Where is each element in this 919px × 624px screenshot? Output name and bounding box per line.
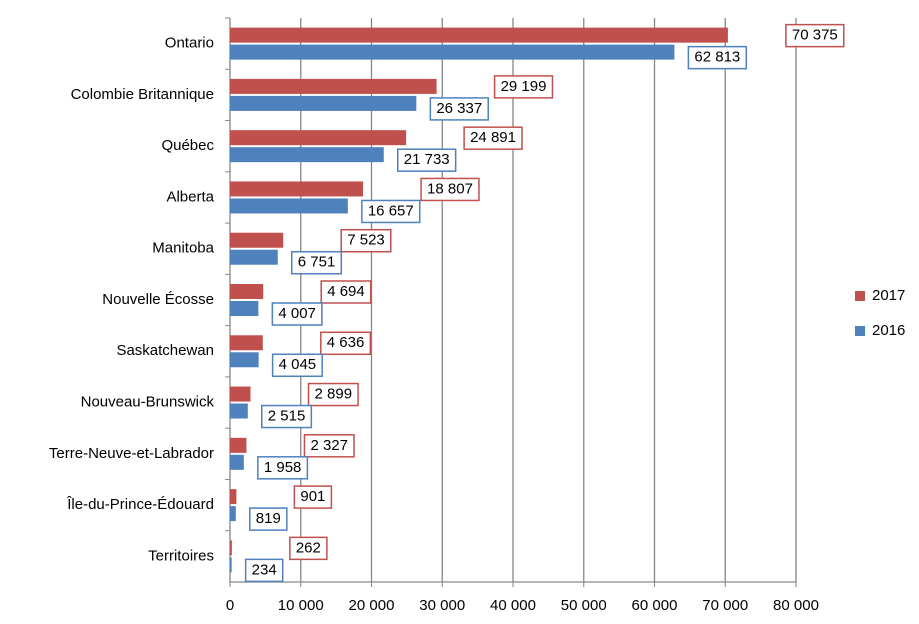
bar — [230, 557, 232, 573]
bar — [230, 540, 232, 556]
bar — [230, 284, 264, 299]
y-tick-label: Manitoba — [152, 240, 214, 257]
legend-swatch — [855, 291, 865, 301]
data-label-box — [271, 353, 323, 378]
legend-label: 2016 — [872, 322, 905, 339]
data-label: 819 — [256, 510, 281, 527]
data-label: 24 891 — [470, 129, 516, 146]
bar — [230, 301, 259, 316]
bar — [230, 403, 248, 419]
data-label: 2 899 — [315, 386, 353, 403]
data-label: 16 657 — [368, 202, 414, 219]
data-label-box — [687, 45, 748, 70]
data-label: 4 007 — [278, 305, 316, 322]
x-tick-label: 60 000 — [632, 597, 678, 614]
bar — [230, 95, 417, 111]
data-label: 4 694 — [327, 283, 365, 300]
data-label-box — [493, 75, 554, 99]
bar — [230, 335, 263, 351]
data-label-box — [244, 558, 284, 583]
bar — [230, 78, 437, 94]
data-label: 2 515 — [268, 408, 306, 425]
data-label: 18 807 — [427, 180, 473, 197]
data-label-box — [261, 404, 313, 429]
data-label-box — [293, 485, 333, 509]
x-tick-label: 50 000 — [561, 597, 607, 614]
bar — [230, 232, 284, 248]
bar — [230, 249, 278, 265]
data-label-box — [397, 148, 457, 172]
data-label-box — [420, 177, 480, 202]
y-tick-label: Île-du-Prince-Édouard — [66, 496, 214, 513]
data-label: 4 636 — [327, 334, 365, 351]
y-tick-label: Nouveau-Brunswick — [81, 394, 215, 411]
data-label-box — [249, 507, 288, 531]
legend-label: 2017 — [872, 287, 905, 304]
bar — [230, 454, 244, 470]
data-label: 4 045 — [279, 356, 317, 373]
data-label: 26 337 — [436, 100, 482, 117]
y-tick-label: Terre-Neuve-et-Labrador — [49, 445, 214, 462]
data-label-box — [463, 126, 523, 150]
bar — [230, 181, 364, 197]
y-tick-label: Québec — [161, 137, 214, 154]
data-label-box — [320, 280, 372, 304]
bar — [230, 130, 407, 146]
bar — [230, 506, 236, 522]
bar — [230, 147, 384, 163]
y-tick-label: Nouvelle Écosse — [102, 291, 214, 308]
data-label-box — [303, 434, 355, 458]
data-label-box — [307, 382, 359, 407]
data-label-box — [361, 199, 421, 224]
data-label: 1 958 — [264, 459, 302, 476]
y-tick-label: Colombie Britannique — [71, 86, 214, 103]
data-label: 901 — [300, 488, 325, 505]
y-tick-label: Alberta — [166, 188, 214, 205]
data-label: 262 — [296, 539, 321, 556]
y-tick-label: Saskatchewan — [116, 342, 214, 359]
data-label: 21 733 — [404, 151, 450, 168]
data-label: 70 375 — [792, 27, 838, 44]
x-tick-label: 70 000 — [702, 597, 748, 614]
data-label: 2 327 — [310, 437, 348, 454]
bar — [230, 27, 728, 43]
data-label: 29 199 — [501, 78, 547, 95]
bar — [230, 489, 237, 505]
data-label: 62 813 — [694, 49, 740, 66]
data-label: 234 — [252, 561, 277, 578]
data-label-box — [429, 97, 489, 121]
y-tick-label: Territoires — [148, 547, 214, 564]
data-label-box — [257, 456, 309, 480]
data-label-box — [785, 23, 845, 48]
x-tick-label: 40 000 — [490, 597, 536, 614]
data-label: 6 751 — [298, 254, 336, 271]
x-tick-label: 30 000 — [419, 597, 465, 614]
x-tick-label: 0 — [226, 597, 234, 614]
data-label-box — [340, 228, 392, 253]
bar — [230, 352, 259, 368]
y-tick-label: Ontario — [165, 35, 214, 52]
data-label-box — [289, 536, 328, 561]
bar — [230, 437, 247, 453]
x-tick-label: 80 000 — [773, 597, 819, 614]
x-tick-label: 20 000 — [349, 597, 395, 614]
x-tick-label: 10 000 — [278, 597, 324, 614]
data-label-box — [291, 250, 343, 275]
bar — [230, 386, 251, 402]
bar — [230, 198, 348, 214]
data-label-box — [271, 302, 323, 326]
legend-swatch — [855, 326, 865, 336]
bar — [230, 44, 675, 60]
data-label-box — [320, 331, 372, 356]
data-label: 7 523 — [347, 232, 385, 249]
